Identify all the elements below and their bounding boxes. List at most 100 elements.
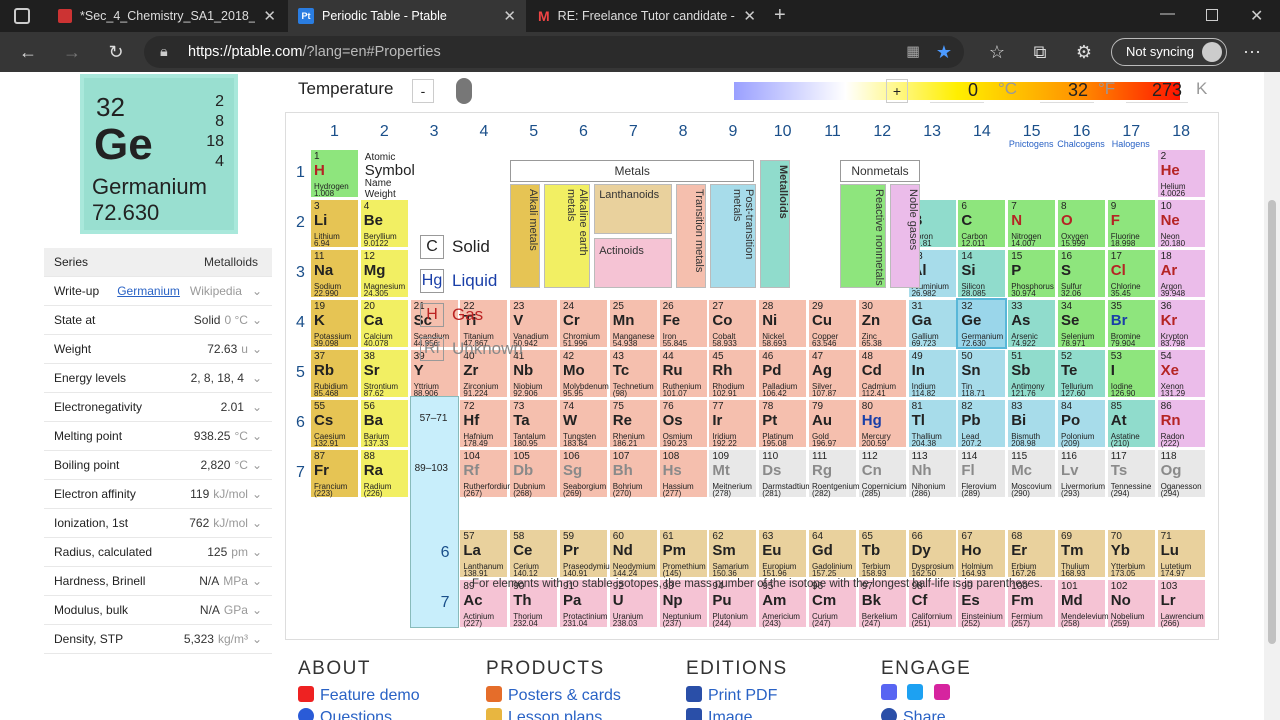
property-row[interactable]: Electron affinity 119 kJ/mol ⌄ [44, 480, 272, 509]
element-p[interactable]: 15 P Phosphorus 30.974 [1008, 250, 1056, 298]
favorite-star-icon[interactable]: ★ [935, 42, 952, 62]
element-cd[interactable]: 48 Cd Cadmium 112.41 [858, 350, 906, 398]
element-cs[interactable]: 55 Cs Caesium 132.91 [311, 400, 358, 448]
temperature-slider-handle[interactable] [456, 78, 472, 104]
element-te[interactable]: 52 Te Tellurium 127.60 [1058, 350, 1105, 398]
element-ar[interactable]: 18 Ar Argon 39.948 [1157, 250, 1205, 298]
extensions-icon[interactable]: ⚙ [1075, 42, 1093, 62]
element-po[interactable]: 84 Po Polonium (209) [1058, 400, 1105, 448]
element-xe[interactable]: 54 Xe Xenon 131.29 [1157, 350, 1205, 398]
element-bk[interactable]: 97 Bk Berkelium (247) [858, 580, 906, 628]
legend-unknown[interactable]: Rf Unknown [420, 332, 523, 366]
element-sg[interactable]: 106 Sg Seaborgium (269) [560, 450, 607, 498]
element-ho[interactable]: 67 Ho Holmium 164.93 [958, 530, 1006, 578]
element-ba[interactable]: 56 Ba Barium 137.33 [360, 400, 408, 448]
element-dy[interactable]: 66 Dy Dysprosium 162.50 [908, 530, 956, 578]
close-tab-icon[interactable]: ✕ [263, 8, 276, 25]
lanthanoid-range[interactable]: 57–71 [419, 413, 448, 424]
element-pm[interactable]: 61 Pm Promethium (145) [659, 530, 707, 578]
kelvin-input[interactable]: 273 [1126, 77, 1188, 103]
element-ts[interactable]: 117 Ts Tennessine (294) [1107, 450, 1155, 498]
feature-demo-link[interactable]: Feature demo [298, 686, 420, 705]
property-row[interactable]: Radius, calculated 125 pm ⌄ [44, 538, 272, 567]
element-rf[interactable]: 104 Rf Rutherfordium (267) [460, 450, 514, 498]
element-he[interactable]: 2 He Helium 4.0026 [1157, 150, 1205, 198]
element-hs[interactable]: 108 Hs Hassium (277) [659, 450, 707, 498]
scrollbar-thumb[interactable] [1268, 200, 1276, 644]
element-au[interactable]: 79 Au Gold 196.97 [809, 400, 856, 448]
alkali-metals-block[interactable]: Alkali metals [510, 184, 541, 288]
element-fr[interactable]: 87 Fr Francium (223) [311, 450, 358, 498]
element-se[interactable]: 34 Se Selenium 78.971 [1058, 300, 1105, 348]
close-window-button[interactable]: ✕ [1250, 8, 1264, 25]
property-row[interactable]: Melting point 938.25 °C ⌄ [44, 422, 272, 451]
chevron-down-icon[interactable]: ⌄ [251, 429, 262, 443]
element-ge[interactable]: 32 Ge Germanium 72.630 [956, 298, 1008, 349]
element-v[interactable]: 23 V Vanadium 50.942 [510, 300, 558, 348]
chevron-down-icon[interactable]: ⌄ [251, 632, 262, 646]
element-f[interactable]: 9 F Fluorine 18.998 [1107, 200, 1155, 248]
element-bi[interactable]: 83 Bi Bismuth 208.98 [1008, 400, 1056, 448]
element-nb[interactable]: 41 Nb Niobium 92.906 [510, 350, 558, 398]
element-rh[interactable]: 45 Rh Rhodium 102.91 [709, 350, 757, 398]
tab-ptable[interactable]: Pt Periodic Table - Ptable ✕ [288, 0, 526, 32]
element-mc[interactable]: 115 Mc Moscovium (290) [1008, 450, 1056, 498]
element-pu[interactable]: 94 Pu Plutonium (244) [709, 580, 757, 628]
element-hf[interactable]: 72 Hf Hafnium 178.49 [460, 400, 508, 448]
property-row[interactable]: Modulus, bulk N/A GPa ⌄ [44, 596, 272, 625]
element-na[interactable]: 11 Na Sodium 22.990 [311, 250, 358, 298]
element-h[interactable]: 1 H Hydrogen 1.008 [311, 150, 358, 198]
actinoid-range[interactable]: 89–103 [414, 463, 448, 474]
element-n[interactable]: 7 N Nitrogen 14.007 [1008, 200, 1056, 248]
tab-gmail[interactable]: M RE: Freelance Tutor candidate - / ✕ [528, 0, 766, 32]
element-ti[interactable]: 22 Ti Titanium 47.867 [460, 300, 508, 348]
element-ac[interactable]: 89 Ac Actinium (227) [460, 580, 508, 628]
element-ir[interactable]: 77 Ir Iridium 192.22 [709, 400, 757, 448]
legend-gas[interactable]: H Gas [420, 298, 523, 332]
actinoids-block[interactable]: Actinoids [594, 238, 673, 288]
element-i[interactable]: 53 I Iodine 126.90 [1107, 350, 1155, 398]
print-pdf-link[interactable]: Print PDF [686, 686, 777, 705]
element-o[interactable]: 8 O Oxygen 15.999 [1058, 200, 1105, 248]
noble-gases-block[interactable]: Noble gases [890, 184, 920, 288]
element-mt[interactable]: 109 Mt Meitnerium (278) [709, 450, 757, 498]
posters-link[interactable]: Posters & cards [486, 686, 621, 705]
element-ra[interactable]: 88 Ra Radium (226) [360, 450, 408, 498]
temperature-slider[interactable] [734, 82, 1180, 100]
element-lv[interactable]: 116 Lv Livermorium (293) [1058, 450, 1105, 498]
element-cu[interactable]: 29 Cu Copper 63.546 [809, 300, 856, 348]
chevron-down-icon[interactable]: ⌄ [251, 574, 262, 588]
forward-icon[interactable]: → [63, 42, 81, 62]
element-fl[interactable]: 114 Fl Flerovium (289) [958, 450, 1006, 498]
element-db[interactable]: 105 Db Dubnium (268) [510, 450, 558, 498]
property-row[interactable]: Boiling point 2,820 °C ⌄ [44, 451, 272, 480]
element-sm[interactable]: 62 Sm Samarium 150.36 [709, 530, 757, 578]
element-cf[interactable]: 98 Cf Californium (251) [908, 580, 956, 628]
metals-header[interactable]: Metals [510, 160, 755, 182]
element-pr[interactable]: 59 Pr Praseodymium 140.91 [560, 530, 616, 578]
element-th[interactable]: 90 Th Thorium 232.04 [510, 580, 558, 628]
minimize-button[interactable]: — [1160, 5, 1175, 22]
element-cm[interactable]: 96 Cm Curium (247) [809, 580, 856, 628]
element-ni[interactable]: 28 Ni Nickel 58.693 [759, 300, 807, 348]
element-er[interactable]: 68 Er Erbium 167.26 [1008, 530, 1056, 578]
share-link[interactable]: Share [881, 708, 946, 720]
element-k[interactable]: 19 K Potassium 39.098 [311, 300, 358, 348]
f-block-column[interactable]: 57–71 89–103 [409, 396, 459, 628]
transition-metals-block[interactable]: Transition metals [676, 184, 707, 288]
element-ga[interactable]: 31 Ga Gallium 69.723 [908, 300, 956, 348]
property-row[interactable]: Hardness, Brinell N/A MPa ⌄ [44, 567, 272, 596]
element-no[interactable]: 102 No Nobelium (259) [1107, 580, 1155, 628]
property-row[interactable]: Ionization, 1st 762 kJ/mol ⌄ [44, 509, 272, 538]
element-pd[interactable]: 46 Pd Palladium 106.42 [759, 350, 807, 398]
element-ne[interactable]: 10 Ne Neon 20.180 [1157, 200, 1205, 248]
element-co[interactable]: 27 Co Cobalt 58.933 [709, 300, 757, 348]
new-tab-button[interactable]: + [774, 4, 786, 26]
element-am[interactable]: 95 Am Americium (243) [759, 580, 807, 628]
questions-link[interactable]: Questions [298, 708, 392, 720]
element-tc[interactable]: 43 Tc Technetium (98) [609, 350, 657, 398]
reactive-nonmetals-block[interactable]: Reactive nonmetals [840, 184, 886, 288]
discord-icon[interactable] [881, 684, 897, 700]
twitter-icon[interactable] [907, 684, 924, 700]
element-rg[interactable]: 111 Rg Roentgenium (282) [809, 450, 860, 498]
